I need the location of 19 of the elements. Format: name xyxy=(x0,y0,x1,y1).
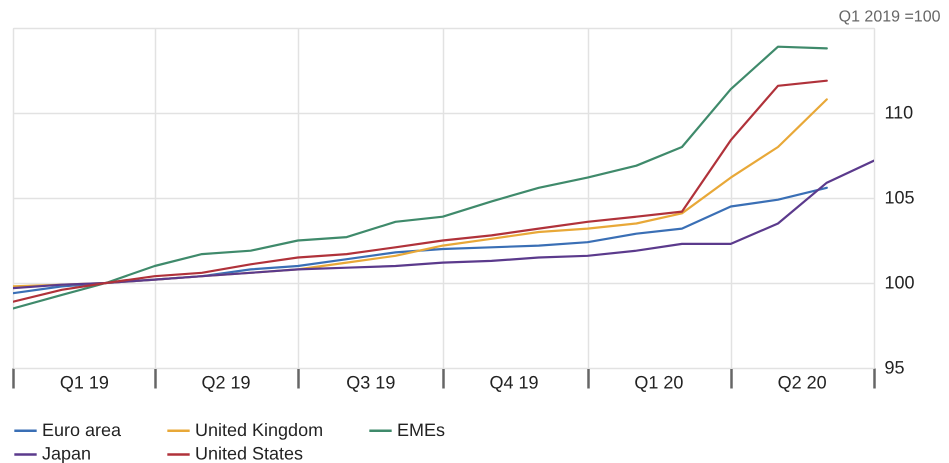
legend-label: EMEs xyxy=(397,420,446,440)
line-series xyxy=(13,160,874,290)
x-tick-label: Q1 20 xyxy=(634,372,684,392)
x-tick-label: Q3 19 xyxy=(346,372,396,392)
x-tick-label: Q4 19 xyxy=(490,372,539,392)
legend-label: Japan xyxy=(42,444,92,463)
x-tick-label: Q2 20 xyxy=(778,372,827,392)
y-tick-label: 95 xyxy=(884,358,905,378)
y-tick-label: 110 xyxy=(884,102,914,122)
x-tick-label: Q2 19 xyxy=(201,372,251,392)
x-tick-label: Q1 19 xyxy=(60,372,109,392)
legend-label: United Kingdom xyxy=(195,420,324,440)
y-axis-title: Q1 2019 =100 xyxy=(838,8,941,26)
line-series xyxy=(13,46,828,310)
y-tick-label: 100 xyxy=(884,272,915,292)
y-tick-label: 105 xyxy=(884,188,915,208)
legend-label: United States xyxy=(195,444,304,463)
line-series xyxy=(13,80,828,303)
legend-label: Euro area xyxy=(42,420,122,440)
